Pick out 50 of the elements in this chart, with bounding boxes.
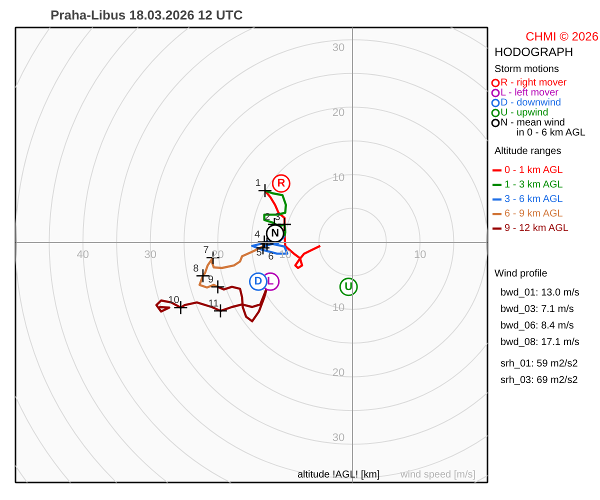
annotation: 8	[193, 263, 200, 274]
text: bwd_01: 13.0 m/s	[500, 288, 580, 299]
annotation: 6	[268, 251, 274, 262]
y-tick-label: 20	[332, 367, 345, 379]
annotation: 4	[254, 230, 261, 240]
annotation: L	[267, 276, 274, 288]
annotation: 7	[203, 245, 210, 256]
legend-label: U - upwind	[500, 108, 548, 119]
legend-label: L - left mover	[500, 88, 560, 99]
text: bwd_08: 17.1 m/s	[500, 336, 580, 348]
y-tick-label: 30	[332, 432, 345, 444]
text: bwd_03: 7.1 m/s	[500, 304, 574, 316]
line-series	[264, 190, 322, 270]
y-tick-label: 10	[332, 172, 345, 184]
annotation: N	[271, 228, 280, 240]
text: srh_03: 69 m2/s2	[500, 375, 578, 386]
text: HODOGRAPH	[494, 45, 574, 60]
x-tick-label: 10	[414, 249, 426, 261]
annotation: 9	[208, 274, 214, 286]
text: Wind profile	[494, 268, 548, 280]
point	[260, 236, 274, 252]
legend-label: N - mean wind in 0 - 6 km AGL	[500, 118, 586, 139]
annotation: 1	[255, 178, 262, 190]
x-tick-label: 30	[144, 249, 156, 261]
legend-label: 1 - 3 km AGL	[504, 179, 564, 190]
annotation: R	[277, 178, 286, 190]
y-tick-label: 30	[332, 42, 345, 54]
text: srh_01: 59 m2/s2	[500, 358, 578, 370]
text: Storm motions	[494, 64, 559, 75]
legend-label: 9 - 12 km AGL	[504, 223, 569, 234]
annotation: D	[254, 276, 262, 288]
y-tick-label: 10	[332, 302, 345, 314]
text: CHMI © 2026	[526, 30, 599, 44]
annotation: U	[344, 280, 353, 293]
x-tick-label: 40	[76, 249, 90, 261]
annotation: altitude !AGL! [km]	[298, 470, 380, 480]
legend-label: R - right mover	[500, 78, 568, 89]
legend-title: Altitude ranges	[494, 146, 562, 157]
chart-title: Praha-Libus 18.03.2026 12 UTC	[50, 8, 244, 22]
y-tick-label: 20	[332, 107, 345, 119]
legend-label: 6 - 9 km AGL	[504, 208, 564, 220]
annotation: 5	[256, 247, 262, 258]
line-series	[198, 245, 264, 289]
legend-label: 3 - 6 km AGL	[504, 194, 564, 205]
x-axis-title: wind speed [m/s]	[400, 470, 476, 480]
annotation: 11	[208, 298, 220, 310]
annotation: 10	[168, 295, 180, 306]
legend-label: D - downwind	[500, 98, 562, 109]
legend-label: 0 - 1 km AGL	[504, 164, 564, 176]
text: bwd_06: 8.4 m/s	[500, 320, 574, 332]
